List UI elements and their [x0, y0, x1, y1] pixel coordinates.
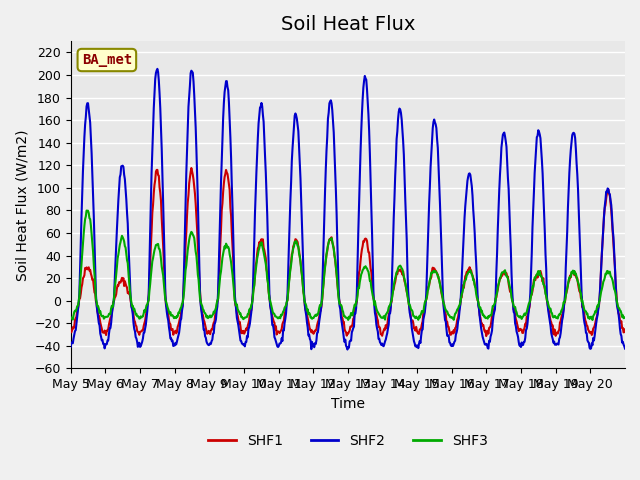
Title: Soil Heat Flux: Soil Heat Flux — [280, 15, 415, 34]
X-axis label: Time: Time — [331, 397, 365, 411]
Legend: SHF1, SHF2, SHF3: SHF1, SHF2, SHF3 — [202, 428, 493, 453]
Text: BA_met: BA_met — [82, 53, 132, 67]
Y-axis label: Soil Heat Flux (W/m2): Soil Heat Flux (W/m2) — [15, 129, 29, 280]
